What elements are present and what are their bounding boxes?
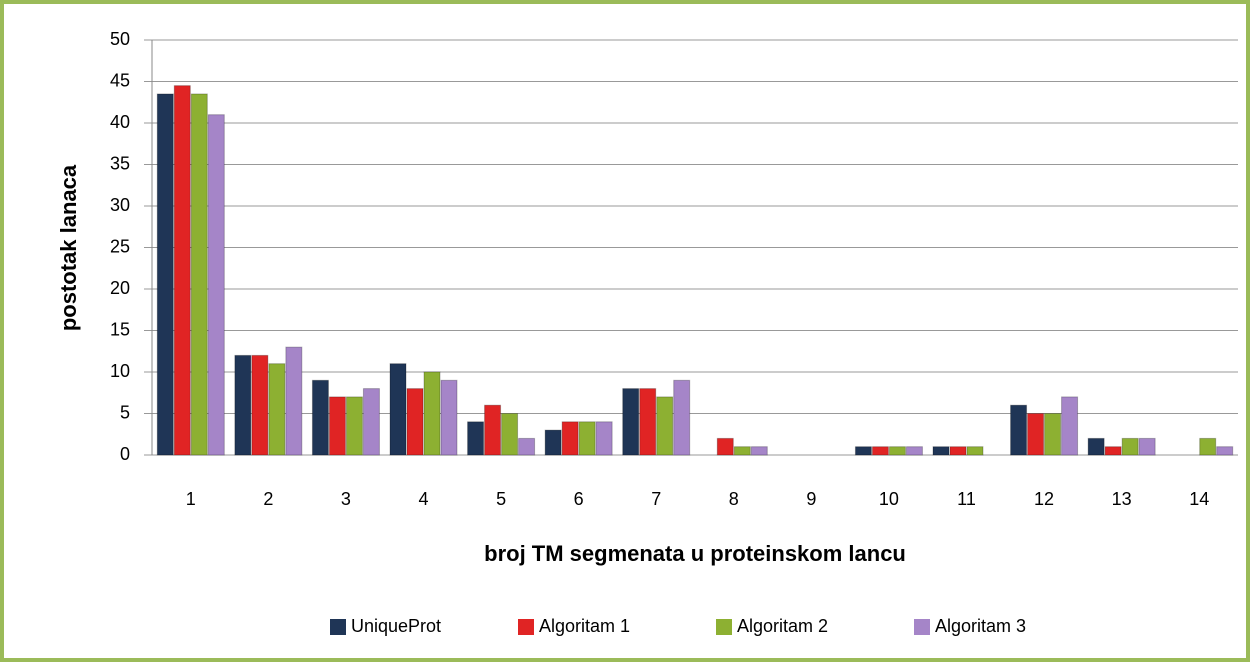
bar <box>905 446 923 456</box>
bar <box>156 93 174 456</box>
bar <box>311 379 329 456</box>
bar <box>578 421 596 456</box>
legend-swatch <box>914 619 930 635</box>
legend-label: UniqueProt <box>351 616 441 636</box>
legend-label: Algoritam 3 <box>935 616 1026 636</box>
x-tick-label: 10 <box>879 489 899 509</box>
bar <box>1027 413 1045 456</box>
x-tick-label: 14 <box>1189 489 1209 509</box>
bar <box>888 446 906 456</box>
bar <box>949 446 967 456</box>
y-tick-label: 0 <box>120 444 130 464</box>
x-axis-label: broj TM segmenata u proteinskom lancu <box>484 541 906 566</box>
x-tick-label: 12 <box>1034 489 1054 509</box>
bar <box>251 354 269 456</box>
bar <box>966 446 984 456</box>
y-tick-label: 10 <box>110 361 130 381</box>
legend-label: Algoritam 1 <box>539 616 630 636</box>
x-tick-label: 6 <box>574 489 584 509</box>
bar <box>673 379 691 456</box>
x-tick-label: 11 <box>957 489 976 509</box>
bar <box>234 354 252 456</box>
bar <box>501 413 519 456</box>
bar <box>1104 446 1122 456</box>
bar <box>561 421 579 456</box>
bar <box>467 421 485 456</box>
bar <box>1138 437 1156 456</box>
bar <box>656 396 674 456</box>
x-tick-label: 4 <box>418 489 428 509</box>
y-tick-label: 25 <box>110 236 130 256</box>
y-tick-label: 30 <box>110 195 130 215</box>
bar <box>854 446 872 456</box>
bar <box>1216 446 1234 456</box>
bar <box>871 446 889 456</box>
y-tick-label: 5 <box>120 402 130 422</box>
bar <box>716 437 734 456</box>
bar <box>406 388 424 456</box>
bar <box>285 346 303 456</box>
x-tick-label: 13 <box>1112 489 1132 509</box>
x-tick-label: 1 <box>186 489 196 509</box>
bar <box>595 421 613 456</box>
x-tick-label: 9 <box>806 489 816 509</box>
bar <box>173 85 191 456</box>
y-tick-label: 15 <box>110 319 130 339</box>
x-tick-label: 5 <box>496 489 506 509</box>
bar <box>362 388 380 456</box>
x-tick-label: 7 <box>651 489 661 509</box>
bar <box>268 363 286 456</box>
x-tick-label: 2 <box>263 489 273 509</box>
x-tick-label: 3 <box>341 489 351 509</box>
legend-swatch <box>716 619 732 635</box>
legend-label: Algoritam 2 <box>737 616 828 636</box>
bar <box>1010 404 1028 456</box>
y-tick-label: 35 <box>110 153 130 173</box>
bar <box>1044 413 1062 456</box>
bar <box>518 437 536 456</box>
bar <box>1087 437 1105 456</box>
y-axis-label: postotak lanaca <box>56 164 81 331</box>
y-tick-label: 45 <box>110 70 130 90</box>
bar <box>207 114 225 456</box>
y-tick-label: 20 <box>110 278 130 298</box>
bar <box>622 388 640 456</box>
bar <box>389 363 407 456</box>
bar <box>190 93 208 456</box>
y-tick-label: 50 <box>110 29 130 49</box>
bar <box>423 371 441 456</box>
legend-swatch <box>330 619 346 635</box>
bar <box>1121 437 1139 456</box>
bar <box>544 429 562 456</box>
bar <box>1199 437 1217 456</box>
x-tick-label: 8 <box>729 489 739 509</box>
y-tick-label: 40 <box>110 112 130 132</box>
bar <box>733 446 751 456</box>
bar <box>750 446 768 456</box>
bar <box>440 379 458 456</box>
legend-swatch <box>518 619 534 635</box>
bar <box>345 396 363 456</box>
bar <box>932 446 950 456</box>
bar <box>1061 396 1079 456</box>
bar <box>639 388 657 456</box>
bar <box>484 404 502 456</box>
bar <box>328 396 346 456</box>
